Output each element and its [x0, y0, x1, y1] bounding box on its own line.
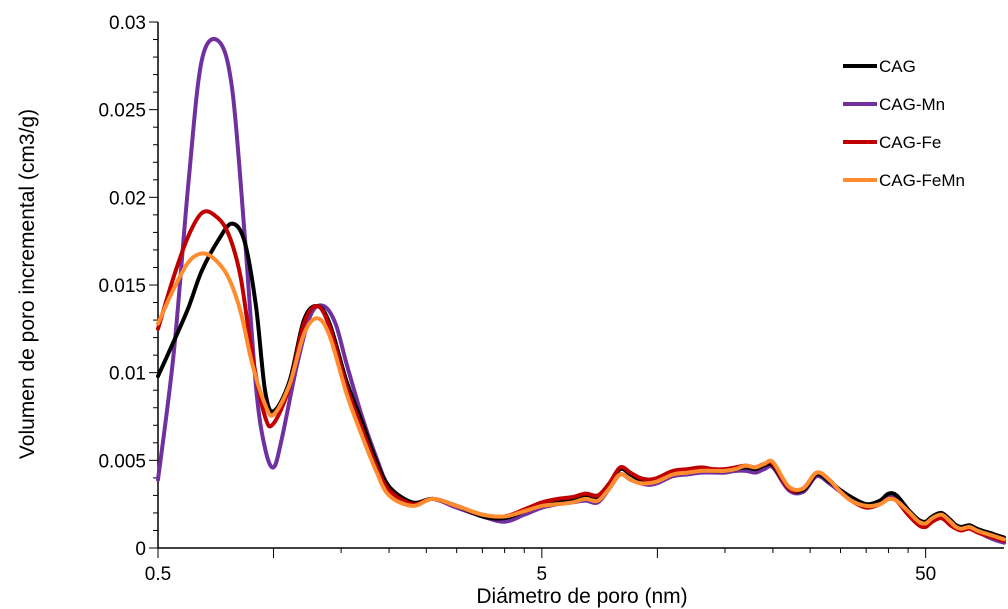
series-line-cag-fe	[156, 209, 1006, 543]
x-axis-title: Diámetro de poro (nm)	[476, 585, 687, 608]
axes: 0 0.005 0.01 0.015 0.02 0.025 0.03 0.5 5 50	[98, 13, 1004, 585]
y-tick-label: 0.015	[98, 276, 146, 297]
series-line-cag-femn	[156, 251, 1006, 542]
series-line-cag	[156, 221, 1006, 540]
y-tick-label: 0.025	[98, 101, 146, 122]
legend-label-cag: CAG	[879, 57, 916, 76]
legend-label-cag-fe: CAG-Fe	[879, 133, 941, 152]
y-tick-label: 0.005	[98, 451, 146, 472]
y-tick-label: 0.02	[109, 188, 146, 209]
series-layer	[156, 37, 1006, 545]
x-tick-label: 0.5	[145, 564, 171, 585]
x-tick-label: 50	[915, 564, 936, 585]
y-tick-label: 0	[135, 539, 146, 560]
legend-label-cag-mn: CAG-Mn	[879, 95, 945, 114]
series-line-cag-mn	[156, 37, 1006, 545]
legend: CAG CAG-Mn CAG-Fe CAG-FeMn	[843, 57, 965, 190]
legend-label-cag-femn: CAG-FeMn	[879, 171, 965, 190]
y-axis-title: Volumen de poro incremental (cm3/g)	[16, 109, 39, 459]
x-tick-label: 5	[537, 564, 548, 585]
y-tick-label: 0.03	[109, 13, 146, 34]
y-tick-label: 0.01	[109, 364, 146, 385]
